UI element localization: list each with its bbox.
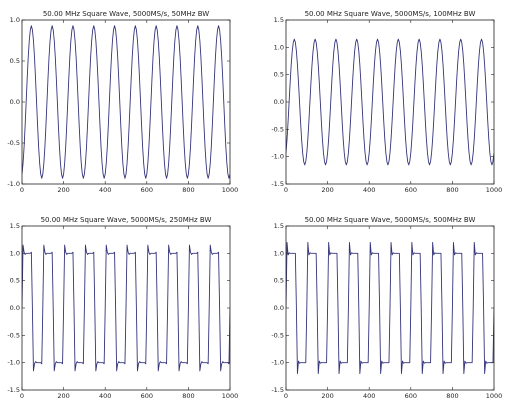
waveform	[22, 25, 230, 179]
subplot: 50.00 MHz Square Wave, 5000MS/s, 500MHz …	[271, 216, 502, 400]
plot-area	[286, 38, 494, 166]
y-tick-label: -1.0	[7, 180, 20, 188]
y-tick-label: 0.0	[274, 304, 284, 312]
x-tick-label: 0	[284, 392, 288, 400]
y-tick-label: 1.5	[274, 222, 284, 230]
x-tick-label: 200	[321, 392, 333, 400]
y-tick-label: -0.5	[7, 331, 20, 339]
y-tick-label: 1.0	[274, 43, 284, 51]
y-tick-label: -1.5	[271, 180, 284, 188]
x-tick-label: 600	[405, 392, 417, 400]
x-tick-label: 400	[363, 186, 375, 194]
x-tick-label: 200	[57, 186, 69, 194]
axes-frame	[21, 19, 231, 185]
y-tick-label: 0.5	[10, 277, 20, 285]
x-tick-label: 800	[446, 186, 458, 194]
x-tick-label: 400	[99, 392, 111, 400]
x-tick-label: 200	[321, 186, 333, 194]
axes-frame	[21, 225, 231, 391]
subplot-title: 50.00 MHz Square Wave, 5000MS/s, 250MHz …	[41, 216, 212, 224]
y-tick-label: 0.5	[274, 277, 284, 285]
y-tick-label: 0.0	[10, 304, 20, 312]
subplot: 50.00 MHz Square Wave, 5000MS/s, 100MHz …	[271, 10, 502, 194]
x-tick-label: 1000	[486, 392, 503, 400]
y-tick-label: -1.0	[271, 359, 284, 367]
plot-area	[286, 241, 494, 375]
subplot: 50.00 MHz Square Wave, 5000MS/s, 250MHz …	[7, 216, 238, 400]
y-tick-label: 1.0	[274, 249, 284, 257]
plot-area	[22, 25, 230, 179]
y-tick-label: 1.5	[274, 16, 284, 24]
y-tick-label: 1.0	[10, 249, 20, 257]
x-tick-label: 600	[141, 186, 153, 194]
x-tick-label: 400	[99, 186, 111, 194]
x-tick-label: 0	[20, 186, 24, 194]
waveform	[22, 244, 230, 372]
x-tick-label: 1000	[486, 186, 503, 194]
x-tick-label: 800	[182, 186, 194, 194]
y-tick-label: 0.0	[274, 98, 284, 106]
x-tick-label: 800	[446, 392, 458, 400]
axes-frame	[285, 225, 495, 391]
x-tick-label: 200	[57, 392, 69, 400]
subplot-title: 50.00 MHz Square Wave, 5000MS/s, 100MHz …	[305, 10, 476, 18]
x-tick-label: 600	[141, 392, 153, 400]
y-tick-label: -0.5	[271, 125, 284, 133]
y-tick-label: -1.5	[271, 386, 284, 394]
waveform	[286, 241, 494, 375]
x-tick-label: 0	[284, 186, 288, 194]
waveform	[286, 38, 494, 166]
y-tick-label: 0.5	[274, 71, 284, 79]
y-tick-label: 1.5	[10, 222, 20, 230]
y-tick-label: 0.5	[10, 57, 20, 65]
y-tick-label: -0.5	[7, 139, 20, 147]
x-tick-label: 1000	[222, 392, 239, 400]
x-tick-label: 600	[405, 186, 417, 194]
axes-frame	[285, 19, 495, 185]
x-tick-label: 1000	[222, 186, 239, 194]
y-tick-label: -0.5	[271, 331, 284, 339]
subplot-title: 50.00 MHz Square Wave, 5000MS/s, 500MHz …	[305, 216, 476, 224]
subplot: 50.00 MHz Square Wave, 5000MS/s, 50MHz B…	[7, 10, 238, 194]
y-tick-label: 0.0	[10, 98, 20, 106]
y-tick-label: -1.0	[271, 153, 284, 161]
subplot-title: 50.00 MHz Square Wave, 5000MS/s, 50MHz B…	[43, 10, 209, 18]
x-tick-label: 800	[182, 392, 194, 400]
y-tick-label: -1.0	[7, 359, 20, 367]
y-tick-label: 1.0	[10, 16, 20, 24]
x-tick-label: 400	[363, 392, 375, 400]
x-tick-label: 0	[20, 392, 24, 400]
plot-area	[22, 244, 230, 372]
y-tick-label: -1.5	[7, 386, 20, 394]
